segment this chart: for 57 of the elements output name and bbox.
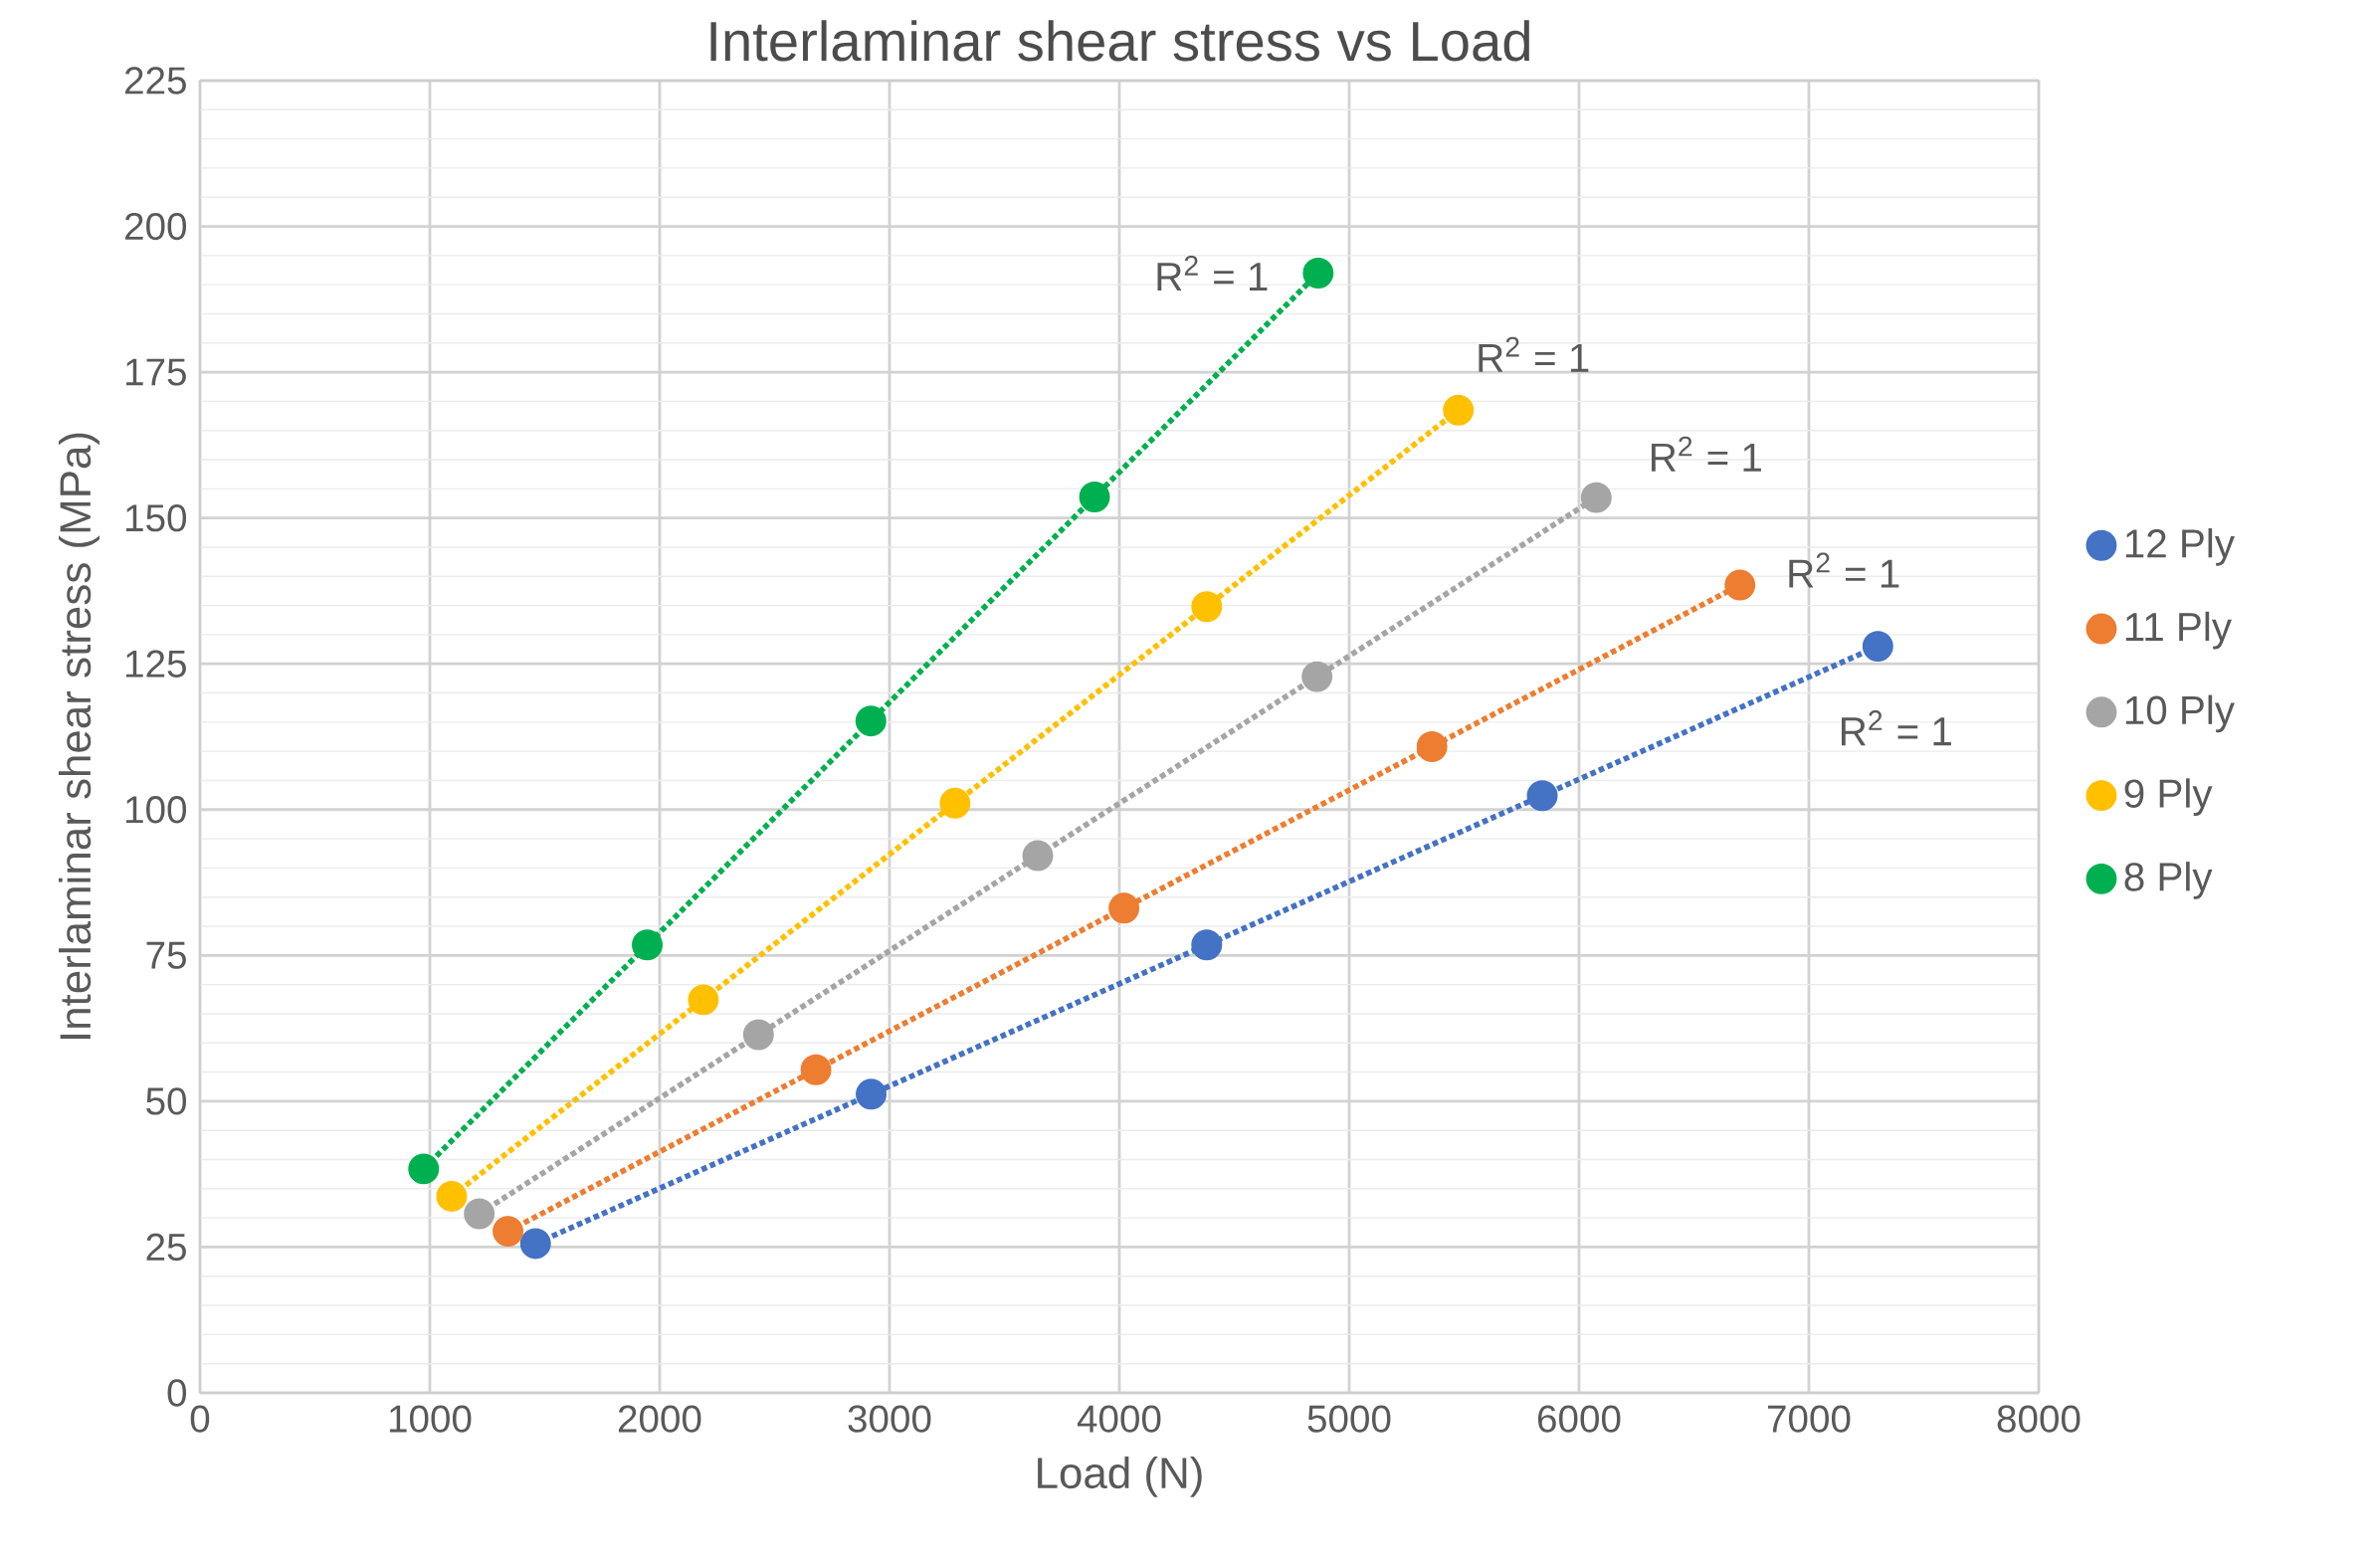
- x-tick-label: 3000: [848, 1405, 931, 1433]
- point: [688, 984, 719, 1016]
- y-axis-title: Interlaminar shear stress (MPa): [58, 433, 99, 1040]
- annotation: R$^{2}$ = 1: [1479, 336, 1589, 372]
- point: [1526, 780, 1558, 812]
- x-tick-label: 6000: [1537, 1405, 1621, 1433]
- point: [1302, 257, 1334, 289]
- legend-label: 11 Ply: [2125, 611, 2232, 650]
- point: [1862, 631, 1893, 663]
- x-tick-label: 5000: [1307, 1405, 1391, 1433]
- point: [939, 787, 971, 819]
- point: [1191, 929, 1223, 961]
- annotation: R$^{2}$ = 1: [1652, 436, 1761, 472]
- legend-label: 9 Ply: [2124, 778, 2213, 816]
- point: [436, 1180, 468, 1212]
- point: [408, 1153, 440, 1185]
- legend-label: 10 Ply: [2125, 694, 2235, 733]
- point: [493, 1216, 524, 1248]
- x-tick-label: 0: [190, 1405, 210, 1433]
- y-tick-label: 125: [126, 650, 186, 678]
- y-tick-label: 25: [146, 1233, 186, 1262]
- point: [464, 1198, 496, 1230]
- x-tick-label: 8000: [1997, 1405, 2081, 1433]
- y-tick-label: 100: [126, 796, 187, 824]
- x-axis-title: Load (N): [1038, 1456, 1202, 1497]
- point: [1108, 892, 1140, 924]
- point: [1443, 394, 1475, 426]
- x-tick-label: 1000: [389, 1405, 472, 1433]
- y-tick-label: 200: [125, 212, 187, 241]
- x-tick-label: 7000: [1767, 1405, 1851, 1433]
- point: [632, 929, 663, 961]
- y-tick-label: 50: [146, 1087, 187, 1115]
- point: [519, 1228, 551, 1260]
- point: [855, 705, 887, 737]
- point: [1416, 730, 1448, 762]
- x-tick-label: 4000: [1077, 1405, 1161, 1433]
- point: [742, 1019, 774, 1051]
- point: [1580, 482, 1612, 513]
- y-tick-label: 175: [126, 358, 186, 386]
- point: [1724, 569, 1756, 601]
- y-tick-label: 225: [125, 67, 186, 95]
- y-tick-label: 150: [126, 504, 187, 532]
- y-tick-label: 75: [146, 941, 186, 969]
- point: [1301, 661, 1333, 692]
- point: [800, 1054, 832, 1085]
- point: [856, 1078, 887, 1110]
- x-tick-label: 2000: [618, 1405, 701, 1433]
- legend-label: 12 Ply: [2125, 528, 2235, 566]
- annotation: R$^{2}$ = 1: [1789, 552, 1899, 588]
- legend-label: 8 Ply: [2124, 862, 2213, 899]
- point: [1022, 840, 1054, 872]
- chart-title: Interlaminar shear stress vs Load: [710, 20, 1529, 62]
- point: [1191, 591, 1223, 623]
- annotation: R$^{2}$ = 1: [1842, 710, 1951, 746]
- annotation: R$^{2}$ = 1: [1157, 255, 1268, 291]
- y-tick-label: 0: [167, 1379, 187, 1407]
- point: [1079, 482, 1110, 513]
